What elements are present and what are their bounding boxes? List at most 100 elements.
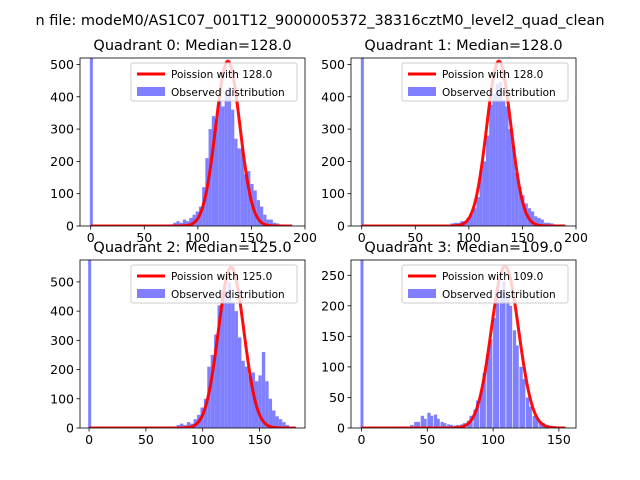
y-tick-label: 300 [50, 122, 74, 137]
histogram-bar [479, 391, 484, 428]
histogram-bar [261, 352, 266, 428]
histogram-bar [502, 281, 506, 428]
legend-hist-swatch [137, 289, 165, 298]
histogram-bar [511, 145, 515, 226]
x-tick-label: 0 [85, 432, 93, 447]
y-tick-label: 400 [321, 89, 345, 104]
histogram-bar [436, 418, 440, 428]
histogram-bar [537, 217, 541, 226]
legend: Poission with 109.0 Observed distribution [401, 264, 569, 304]
poisson-curve [89, 265, 296, 428]
histogram-bar [234, 138, 238, 226]
y-tick-label: 100 [50, 186, 74, 201]
histogram-bar [224, 290, 228, 428]
legend-hist-swatch [408, 87, 436, 96]
histogram-bar [495, 287, 500, 428]
histogram-bar [237, 148, 241, 226]
poisson-curve [90, 59, 293, 226]
y-tick-label: 0 [66, 421, 74, 436]
y-tick-label: 500 [50, 274, 74, 289]
histogram-bar [473, 208, 477, 226]
legend-box [130, 62, 298, 102]
subplot-title: Quadrant 0: Median=128.0 [93, 38, 291, 54]
x-tick-label: 100 [481, 432, 505, 447]
histogram-bar [531, 211, 535, 226]
x-tick-label: 150 [547, 432, 571, 447]
histogram-bar [512, 330, 517, 428]
histogram-bar [495, 83, 499, 226]
histogram-bar [221, 106, 225, 226]
histogram-bar [518, 187, 522, 226]
histogram-bar [498, 82, 503, 226]
subplot-0: 0 50 100 150 200 0 100 200 300 400 500 Quadrant 0: … [50, 38, 317, 245]
histogram-bar [489, 104, 493, 226]
histogram-bar [263, 214, 267, 226]
x-tick-label: 50 [419, 432, 435, 447]
legend-hist-swatch [137, 87, 165, 96]
histogram-bar [215, 119, 219, 226]
x-tick-label: 150 [510, 230, 534, 245]
histogram-bar [282, 422, 286, 428]
histogram-bar [182, 219, 187, 226]
legend-curve-label: Poission with 125.0 [171, 271, 272, 283]
x-tick-label: 50 [138, 432, 154, 447]
legend-hist-label: Observed distribution [171, 87, 285, 99]
y-tick-label: 400 [50, 89, 74, 104]
histogram-bar [493, 318, 497, 428]
histogram-bar [447, 424, 451, 428]
histogram-bar [240, 148, 244, 226]
x-tick-label: 50 [407, 230, 423, 245]
histogram-bar [231, 302, 235, 428]
histogram-bar [186, 221, 190, 226]
x-tick-label: 50 [136, 230, 152, 245]
histogram-bar [278, 419, 283, 428]
histogram-bar [237, 337, 242, 428]
y-tick-label: 0 [337, 219, 345, 234]
figure-suptitle: n file: modeM0/AS1C07_001T12_9000005372_… [35, 13, 604, 29]
histogram-bar [473, 409, 477, 428]
histogram-bar [476, 196, 480, 226]
axes-frame [350, 57, 577, 227]
histogram-bar [489, 339, 493, 428]
x-tick-label: 100 [186, 230, 210, 245]
histogram-bar [218, 100, 222, 226]
x-tick-label: 0 [87, 230, 95, 245]
histogram-bar [543, 222, 548, 226]
histogram-bar [547, 222, 551, 226]
subplot-3: 0 50 100 150 0 50 100 150 200 250 Quadrant 3: Medi… [321, 240, 577, 447]
histogram-bar [265, 381, 269, 428]
histogram-bar [268, 398, 273, 428]
histogram-bar [420, 415, 425, 428]
histogram-bar [479, 169, 483, 226]
plot-area [88, 260, 296, 428]
histogram-bar [508, 129, 512, 226]
y-tick-label: 500 [50, 57, 74, 72]
histogram-bar [443, 423, 447, 428]
y-tick-label: 200 [50, 154, 74, 169]
histogram-bar [272, 410, 276, 428]
histogram-spike-bar [88, 260, 92, 428]
histogram-bar [248, 375, 252, 428]
legend: Poission with 128.0 Observed distribution [130, 62, 298, 102]
x-tick-label: 0 [358, 230, 366, 245]
histogram-bar [224, 93, 228, 226]
legend-box [401, 62, 569, 102]
plot-area [89, 58, 293, 226]
plot-area [360, 260, 566, 428]
y-tick-label: 0 [337, 421, 345, 436]
x-tick-label: 150 [248, 432, 272, 447]
histogram-bar [253, 190, 257, 226]
histogram-bar [522, 379, 526, 428]
histogram-bar [243, 174, 248, 226]
histogram-bar [429, 415, 434, 428]
histogram-bar [176, 221, 180, 226]
histogram-bar [506, 293, 510, 428]
plot-area [360, 58, 566, 226]
histogram-bar [241, 360, 245, 428]
histogram-bar [486, 135, 490, 226]
subplot-1: 0 50 100 150 200 0 100 200 300 400 500 Quadrant 1: … [321, 38, 588, 245]
histogram-bar [410, 424, 414, 428]
histogram-bar [266, 219, 270, 226]
histogram-bar [514, 172, 519, 226]
